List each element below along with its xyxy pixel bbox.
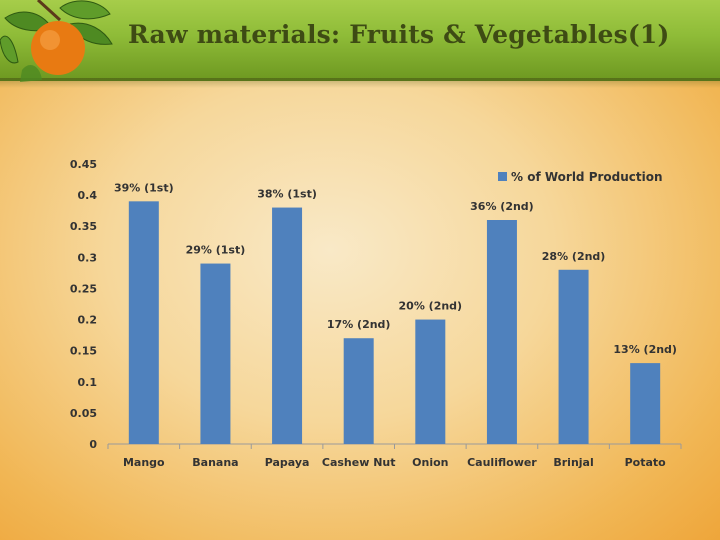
x-tick-label: Cashew Nut	[322, 456, 396, 469]
y-tick-label: 0.35	[70, 220, 97, 233]
chart-axes: 0 0.05 0.1 0.15 0.2 0.25 0.3 0.35 0.4 0.45 Mango Ba…	[70, 158, 682, 469]
x-tick-label: Potato	[625, 456, 667, 469]
title-bar	[0, 0, 720, 88]
data-label: 36% (2nd)	[470, 200, 534, 213]
data-label: 17% (2nd)	[327, 318, 391, 331]
bar-mango	[128, 201, 159, 444]
legend-label: % of World Production	[511, 170, 663, 184]
bar-onion	[415, 319, 446, 444]
x-tick-label: Mango	[123, 456, 165, 469]
bar-brinjal	[558, 269, 589, 444]
data-label: 20% (2nd)	[399, 300, 463, 313]
y-tick-label: 0	[89, 438, 97, 451]
chart-bars	[128, 201, 661, 444]
y-tick-label: 0.4	[78, 189, 98, 202]
y-tick-label: 0.25	[70, 282, 97, 295]
y-tick-label: 0.2	[78, 314, 98, 327]
x-tick-label: Cauliflower	[467, 456, 537, 469]
data-label: 28% (2nd)	[542, 250, 606, 263]
orange-fruit-icon	[0, 0, 113, 82]
x-tick-label: Papaya	[265, 456, 310, 469]
y-tick-label: 0.15	[70, 345, 97, 358]
x-tick-label: Onion	[412, 456, 448, 469]
bar-cauliflower	[486, 220, 517, 444]
y-tick-label: 0.45	[70, 158, 97, 171]
bar-potato	[630, 363, 661, 444]
data-label: 13% (2nd)	[613, 343, 677, 356]
y-tick-label: 0.05	[70, 407, 97, 420]
data-label: 29% (1st)	[186, 244, 246, 257]
chart-legend: % of World Production	[498, 170, 663, 184]
y-tick-label: 0.1	[78, 376, 98, 389]
slide-title: Raw materials: Fruits & Vegetables(1)	[128, 20, 670, 49]
bar-papaya	[272, 207, 303, 444]
chart-data-labels: 39% (1st) 29% (1st) 38% (1st) 17% (2nd) 20% …	[114, 181, 677, 356]
legend-swatch	[498, 172, 507, 181]
y-tick-label: 0.3	[78, 251, 98, 264]
data-label: 38% (1st)	[257, 188, 317, 201]
x-tick-label: Brinjal	[553, 456, 593, 469]
bar-cashew-nut	[343, 338, 374, 444]
bar-banana	[200, 263, 231, 444]
x-tick-label: Banana	[192, 456, 238, 469]
data-label: 39% (1st)	[114, 181, 174, 194]
